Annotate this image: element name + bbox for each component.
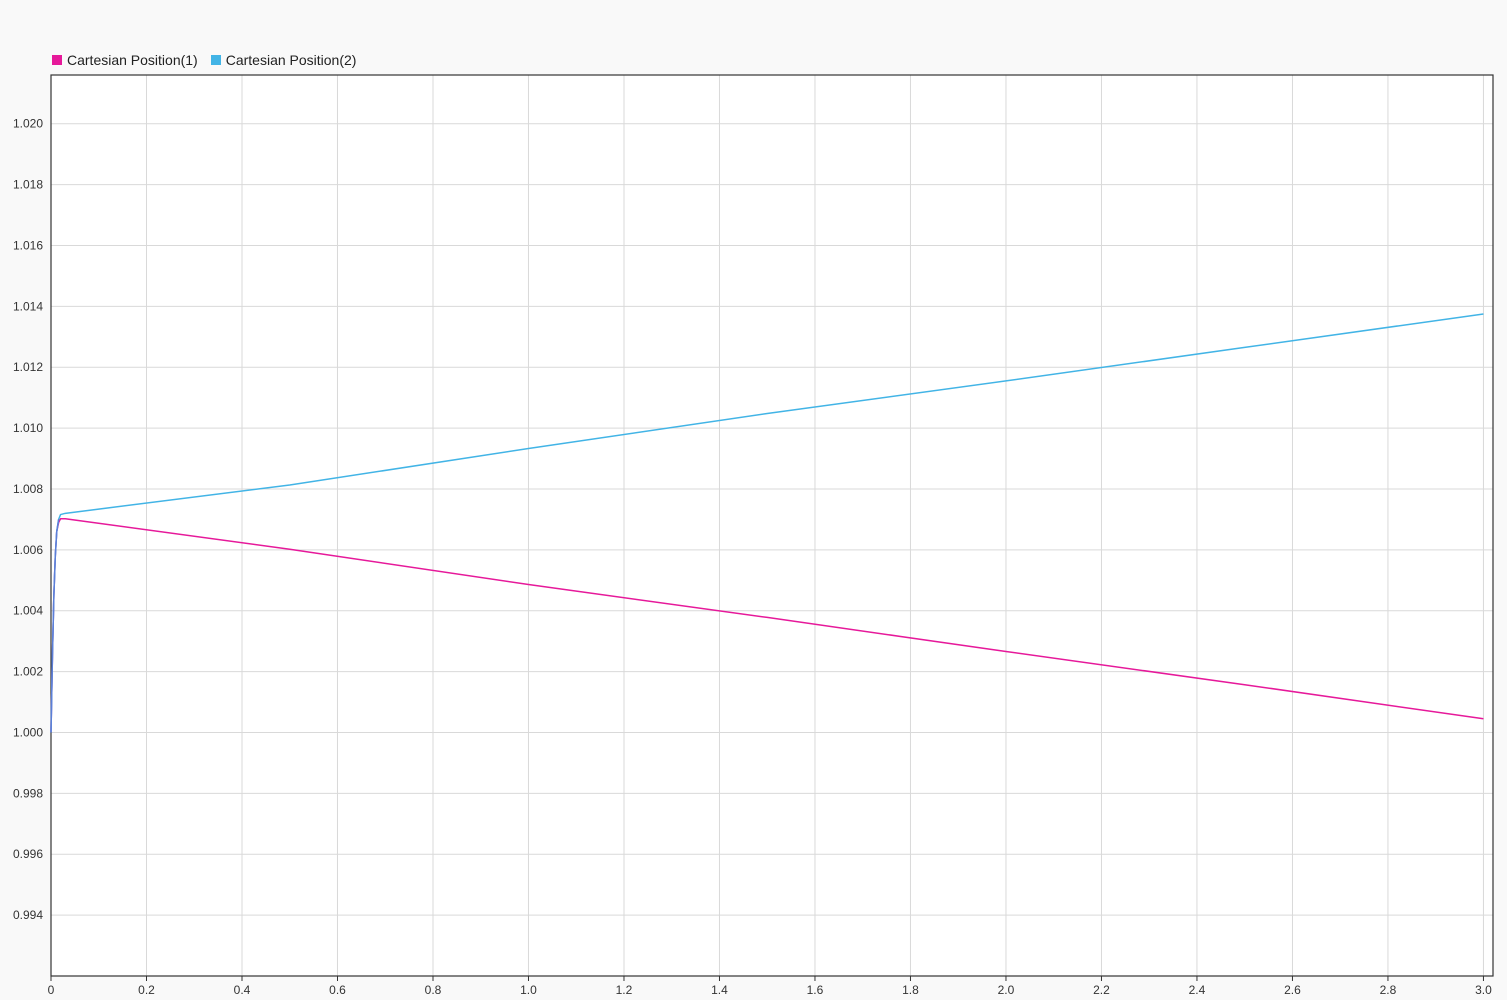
y-tick-label: 1.020 (13, 117, 43, 131)
x-tick-label: 0.8 (425, 983, 442, 997)
x-tick-label: 1.4 (711, 983, 728, 997)
x-tick-label: 2.4 (1189, 983, 1206, 997)
x-tick-label: 2.0 (998, 983, 1015, 997)
x-tick-label: 2.2 (1093, 983, 1110, 997)
y-tick-label: 1.016 (13, 238, 43, 252)
y-tick-label: 0.996 (13, 847, 43, 861)
x-tick-label: 2.6 (1284, 983, 1301, 997)
legend-label-series-2: Cartesian Position(2) (225, 52, 357, 68)
x-tick-label: 3.0 (1475, 983, 1492, 997)
series-overlap-rise (50, 519, 60, 733)
plot-area (51, 75, 1493, 976)
y-tick-label: 0.994 (13, 908, 43, 922)
x-tick-label: 1.2 (616, 983, 633, 997)
chart-legend: Cartesian Position(1) Cartesian Position… (52, 52, 369, 68)
legend-item-series-1[interactable]: Cartesian Position(1) (52, 52, 198, 68)
y-tick-label: 1.006 (13, 543, 43, 557)
x-tick-label: 1.0 (520, 983, 537, 997)
x-tick-label: 0 (48, 983, 55, 997)
legend-item-series-2[interactable]: Cartesian Position(2) (210, 52, 357, 68)
x-tick-label: 0.4 (234, 983, 251, 997)
y-tick-label: 0.998 (13, 786, 43, 800)
y-tick-label: 1.014 (13, 299, 43, 313)
legend-label-series-1: Cartesian Position(1) (67, 52, 198, 68)
plot-frame (50, 74, 1494, 977)
y-tick-label: 1.012 (13, 360, 43, 374)
x-tick-label: 0.2 (138, 983, 155, 997)
y-tick-label: 1.010 (13, 421, 43, 435)
y-tick-label: 1.000 (13, 725, 43, 739)
y-tick-label: 1.004 (13, 604, 43, 618)
legend-swatch-series-1 (52, 55, 62, 65)
x-tick-label: 0.6 (329, 983, 346, 997)
x-tick-label: 2.8 (1380, 983, 1397, 997)
y-tick-label: 1.008 (13, 482, 43, 496)
y-tick-label: 1.002 (13, 665, 43, 679)
y-tick-label: 1.018 (13, 178, 43, 192)
x-tick-label: 1.8 (902, 983, 919, 997)
x-tick-label: 1.6 (807, 983, 824, 997)
legend-swatch-series-2 (210, 55, 221, 65)
